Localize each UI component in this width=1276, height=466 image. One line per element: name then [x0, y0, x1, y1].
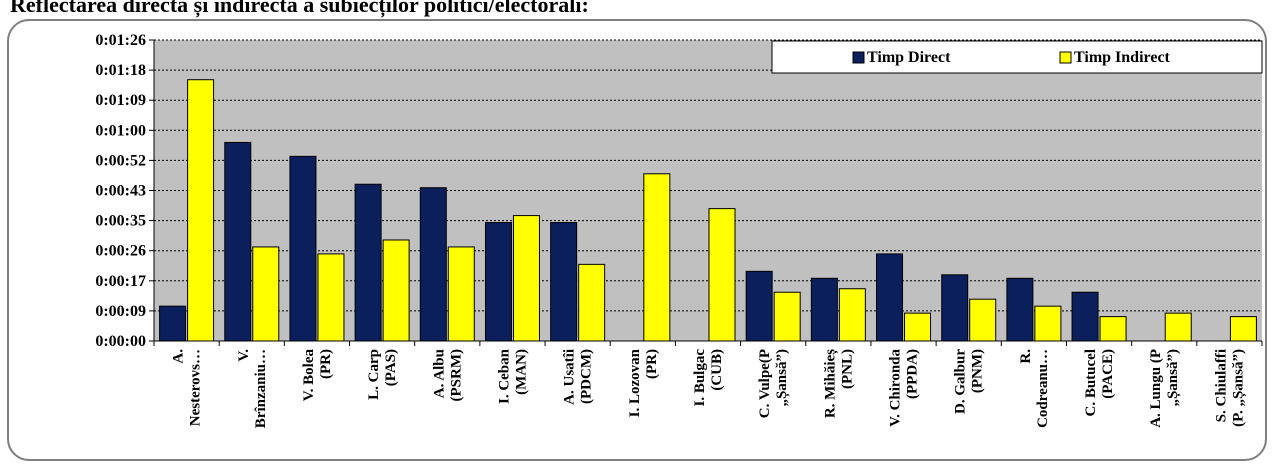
category-label-group: I. Lozovan (PR) [627, 348, 660, 417]
bar-indirect [317, 253, 345, 342]
category-label-group: I. Ceban (MAN) [496, 348, 529, 404]
category-label: I. Ceban [496, 348, 512, 404]
bar-indirect [252, 246, 280, 342]
bar-indirect [512, 215, 540, 342]
y-tick-label: 0:01:00 [95, 122, 146, 139]
category-label: Nesterovs… [188, 349, 204, 426]
category-label: (P. „Șansă”) [1230, 349, 1246, 427]
category-label-group: V. Bolea (PR) [301, 349, 334, 402]
bar-direct [550, 222, 578, 342]
y-tick-label: 0:00:26 [95, 243, 146, 260]
category-label: C. Butucel [1083, 349, 1099, 417]
category-label: I. Bulgac [692, 349, 708, 407]
category-label: (CUB) [709, 349, 725, 391]
bar-indirect [773, 291, 801, 342]
category-label: V. Chironda [888, 349, 904, 427]
category-label-group: R. Mihăieș (PNL) [822, 349, 855, 418]
bar-indirect [1034, 305, 1062, 342]
bar-direct [745, 270, 773, 342]
category-label: R. [1018, 349, 1034, 364]
category-label-group: A. Lungu (P „Șansă”) [1148, 349, 1181, 428]
bar-direct [484, 222, 512, 342]
bar-direct [941, 274, 969, 342]
y-tick-label: 0:00:09 [95, 303, 146, 320]
category-label-group: I. Bulgac (CUB) [692, 349, 725, 407]
bar-indirect [904, 312, 932, 342]
bar-indirect [1229, 316, 1257, 342]
bar-direct [224, 141, 252, 342]
category-label: A. Lungu (P [1148, 349, 1164, 428]
bar-direct [289, 155, 317, 342]
bar-indirect [578, 263, 606, 342]
category-label-group: A. Usatîi (PDCM) [562, 349, 595, 405]
category-label: A. [171, 349, 187, 364]
y-tick-label: 0:00:00 [95, 333, 146, 350]
category-label: A. Albu [431, 349, 447, 398]
category-label: I. Lozovan [627, 348, 643, 417]
category-label: D. Galbur [953, 349, 969, 414]
y-tick-label: 0:01:26 [95, 32, 146, 49]
bar-indirect [1099, 316, 1127, 342]
category-label: S. Chiulaffi [1213, 349, 1229, 422]
category-label-group: D. Galbur (PNM) [953, 349, 986, 414]
category-label-group: R. Codreanu… [1018, 349, 1051, 428]
bar-direct [159, 305, 187, 342]
category-label: (PNM) [970, 349, 986, 393]
bar-direct [810, 277, 838, 342]
bar-direct [1071, 291, 1099, 342]
chart-title: Reflectarea directă și indirectă a subie… [10, 0, 589, 17]
y-tick-label: 0:00:17 [95, 273, 146, 290]
category-label-group: C. Vulpe(P „Șansă”) [757, 349, 790, 418]
category-label: (PAS) [383, 349, 399, 386]
bar-indirect [382, 239, 410, 342]
category-label: (PDCM) [579, 349, 595, 404]
category-label: R. Mihăieș [822, 349, 838, 418]
bar-indirect [708, 208, 736, 342]
bar-direct [1006, 277, 1034, 342]
legend-box [771, 40, 1263, 74]
category-label: (PR) [644, 349, 660, 379]
category-label: C. Vulpe(P [757, 349, 773, 418]
y-tick-label: 0:00:43 [95, 183, 146, 200]
category-label: (MAN) [513, 349, 529, 395]
legend-swatch [1059, 51, 1072, 64]
category-label-group: V. Brînzaniu… [236, 349, 269, 428]
category-label-group: L. Carp (PAS) [366, 349, 399, 400]
category-label: (PPDA) [905, 349, 921, 399]
category-label: „Șansă”) [774, 349, 790, 407]
category-label: (PNL) [839, 349, 855, 389]
category-label: (PR) [318, 349, 334, 379]
bar-indirect [447, 246, 475, 342]
legend-swatch [852, 51, 865, 64]
bar-indirect [643, 173, 671, 342]
category-label-group: S. Chiulaffi (P. „Șansă”) [1213, 349, 1246, 427]
category-label-group: C. Butucel (PACE) [1083, 349, 1116, 417]
category-label: „Șansă”) [1165, 349, 1181, 407]
category-label-group: A. Albu (PSRM) [431, 349, 464, 402]
category-label: A. Usatîi [562, 349, 578, 405]
bar-direct [354, 183, 382, 342]
category-label: V. [236, 349, 252, 362]
legend-label: Timp Indirect [1074, 49, 1171, 66]
category-label: (PSRM) [448, 349, 464, 402]
y-tick-label: 0:01:09 [95, 92, 146, 109]
bar-indirect [838, 288, 866, 342]
category-label-group: A. Nesterovs… [171, 349, 204, 426]
y-tick-label: 0:01:18 [95, 62, 146, 79]
category-label: V. Bolea [301, 349, 317, 402]
bar-indirect [1164, 312, 1192, 342]
category-label: Codreanu… [1035, 349, 1051, 428]
bar-indirect [187, 79, 215, 342]
y-tick-label: 0:00:35 [95, 213, 146, 230]
bar-indirect [969, 298, 997, 342]
y-tick-label: 0:00:52 [95, 152, 146, 169]
category-label: (PACE) [1100, 349, 1116, 399]
category-label: Brînzaniu… [253, 349, 269, 428]
bar-direct [876, 253, 904, 342]
bar-direct [419, 187, 447, 342]
legend-label: Timp Direct [867, 49, 951, 66]
category-label-group: V. Chironda (PPDA) [888, 349, 921, 427]
category-label: L. Carp [366, 349, 382, 400]
